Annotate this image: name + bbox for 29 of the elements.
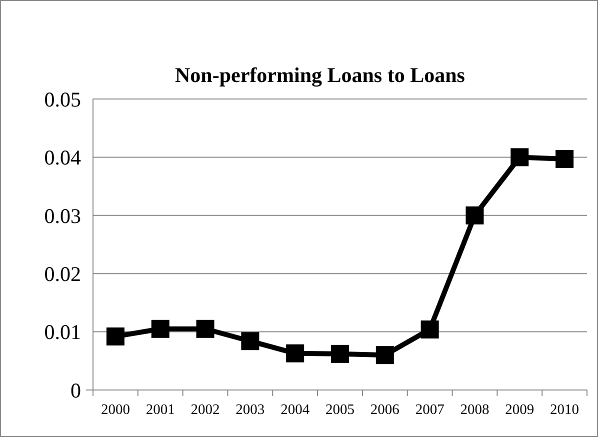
y-tick-label: 0.04 bbox=[44, 146, 82, 170]
x-tick-label: 2001 bbox=[146, 402, 175, 418]
y-tick-label: 0.05 bbox=[44, 87, 81, 112]
y-tick-label: 0.01 bbox=[44, 320, 81, 344]
x-tick-label: 2009 bbox=[505, 402, 534, 418]
x-tick-label: 2004 bbox=[280, 402, 310, 418]
point bbox=[510, 148, 529, 166]
point bbox=[196, 320, 214, 338]
x-tick-label: 2003 bbox=[236, 402, 265, 418]
x-tick-label: 2002 bbox=[190, 402, 220, 418]
x-tick-label: 2007 bbox=[415, 402, 444, 418]
point bbox=[241, 332, 260, 350]
x-tick-label: 2000 bbox=[100, 402, 130, 418]
x-tick-label: 2005 bbox=[326, 402, 354, 418]
x-tick-label: 2006 bbox=[370, 402, 400, 418]
point bbox=[556, 150, 574, 168]
y-tick-label: 0 bbox=[70, 378, 81, 402]
point bbox=[106, 327, 124, 346]
point bbox=[286, 344, 304, 362]
point bbox=[151, 320, 170, 338]
point bbox=[420, 320, 439, 338]
x-tick-label: 2008 bbox=[460, 402, 490, 418]
point bbox=[331, 344, 349, 363]
x-tick-label: 2010 bbox=[550, 402, 580, 418]
y-tick-label: 0.02 bbox=[44, 262, 81, 286]
point bbox=[376, 346, 394, 364]
y-tick-label: 0.03 bbox=[44, 204, 81, 228]
chart-title: Non-performing Loans to Loans bbox=[175, 63, 465, 87]
point bbox=[466, 206, 484, 224]
